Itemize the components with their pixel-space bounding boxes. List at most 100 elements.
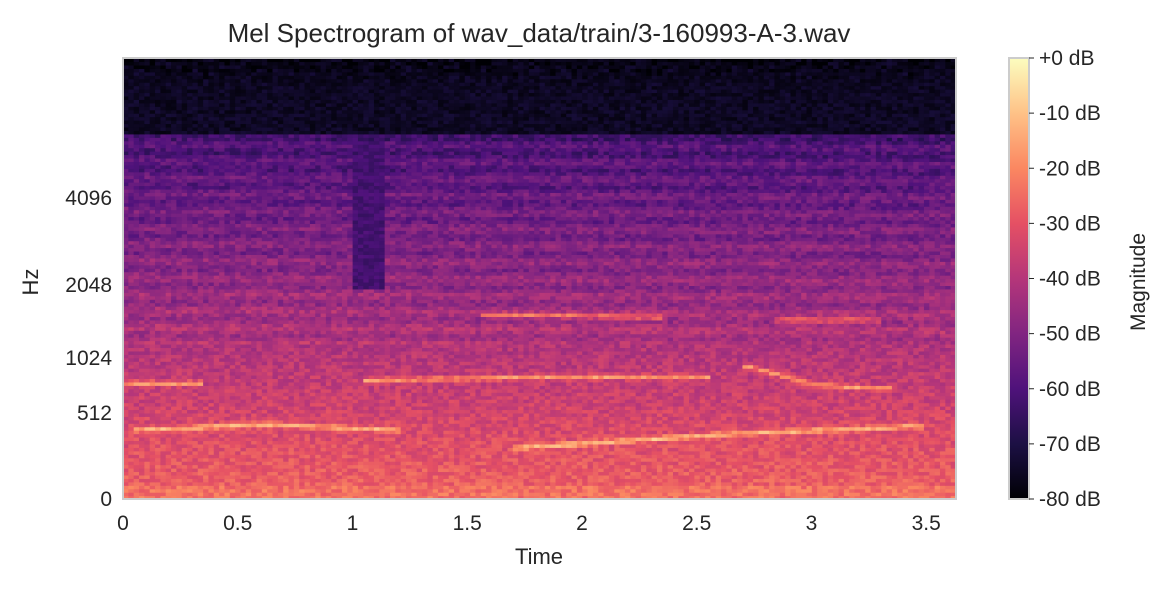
heatmap-cell [433,485,439,489]
heatmap-cell [507,420,513,424]
heatmap-cell [598,451,604,455]
heatmap-cell [427,451,433,455]
heatmap-cell [817,392,823,396]
heatmap-cell [353,406,359,410]
heatmap-cell [668,465,674,469]
heatmap-cell [406,406,412,410]
heatmap-cell [187,471,193,475]
heatmap-cell [187,399,193,403]
heatmap-cell [224,471,230,475]
heatmap-cell [598,427,604,431]
heatmap-cell [523,485,529,489]
heatmap-cell [903,406,909,410]
heatmap-cell [662,444,668,448]
heatmap-cell [935,478,941,482]
heatmap-cell [256,465,262,469]
heatmap-cell [614,485,620,489]
heatmap-cell [128,451,134,455]
heatmap-cell [897,406,903,410]
heatmap-cell [491,440,497,444]
heatmap-cell [465,478,471,482]
heatmap-cell [401,420,407,424]
heatmap-cell [764,471,770,475]
heatmap-cell [219,444,225,448]
heatmap-cell [507,492,513,496]
heatmap-cell [331,440,337,444]
heatmap-cell [529,458,535,462]
heatmap-cell [668,458,674,462]
heatmap-cell [689,413,695,417]
heatmap-cell [903,389,909,393]
heatmap-cell [545,399,551,403]
heatmap-cell [908,389,914,393]
heatmap-cell [422,440,428,444]
heatmap-cell [171,406,177,410]
heatmap-cell [198,406,204,410]
heatmap-cell [342,465,348,469]
heatmap-cell [748,413,754,417]
heatmap-cell [251,444,257,448]
heatmap-cell [390,458,396,462]
heatmap-cell [406,451,412,455]
heatmap-cell [774,389,780,393]
heatmap-cell [155,458,161,462]
heatmap-cell [198,485,204,489]
heatmap-cell [427,389,433,393]
heatmap-cell [753,465,759,469]
heatmap-cell [518,413,524,417]
heatmap-cell [652,444,658,448]
heatmap-cell [716,465,722,469]
heatmap-cell [379,440,385,444]
heatmap-cell [924,427,930,431]
heatmap-cell [737,492,743,496]
heatmap-cell [716,392,722,396]
heatmap-cell [203,478,209,482]
heatmap-cell [443,406,449,410]
heatmap-cell [251,420,257,424]
heatmap-cell [144,413,150,417]
heatmap-cell [657,420,663,424]
heatmap-cell [865,406,871,410]
heatmap-cell [625,420,631,424]
heatmap-cell [919,492,925,496]
heatmap-cell [758,406,764,410]
heatmap-cell [230,492,236,496]
heatmap-cell [358,492,364,496]
heatmap-cell [214,492,220,496]
heatmap-cell [246,413,252,417]
heatmap-cell [806,492,812,496]
heatmap-cell [657,458,663,462]
heatmap-cell [278,471,284,475]
heatmap-cell [833,389,839,393]
heatmap-cell [192,485,198,489]
heatmap-cell [860,420,866,424]
heatmap-cell [833,492,839,496]
heatmap-cell [753,485,759,489]
heatmap-cell [689,485,695,489]
heatmap-cell [192,444,198,448]
heatmap-cell [139,451,145,455]
heatmap-cell [310,492,316,496]
heatmap-cell [305,420,311,424]
heatmap-cell [732,440,738,444]
heatmap-cell [240,440,246,444]
heatmap-cell [716,413,722,417]
heatmap-cell [203,389,209,393]
heatmap-cell [534,420,540,424]
heatmap-cell [716,434,722,438]
heatmap-cell [144,465,150,469]
heatmap-cell [652,413,658,417]
heatmap-cell [636,492,642,496]
heatmap-cell [187,492,193,496]
heatmap-cell [262,451,268,455]
heatmap-cell [321,413,327,417]
heatmap-cell [369,440,375,444]
heatmap-cell [278,399,284,403]
heatmap-cell [513,392,519,396]
heatmap-cell [390,413,396,417]
heatmap-cell [780,420,786,424]
heatmap-cell [887,458,893,462]
heatmap-cell [855,492,861,496]
heatmap-cell [534,444,540,448]
heatmap-cell [176,444,182,448]
